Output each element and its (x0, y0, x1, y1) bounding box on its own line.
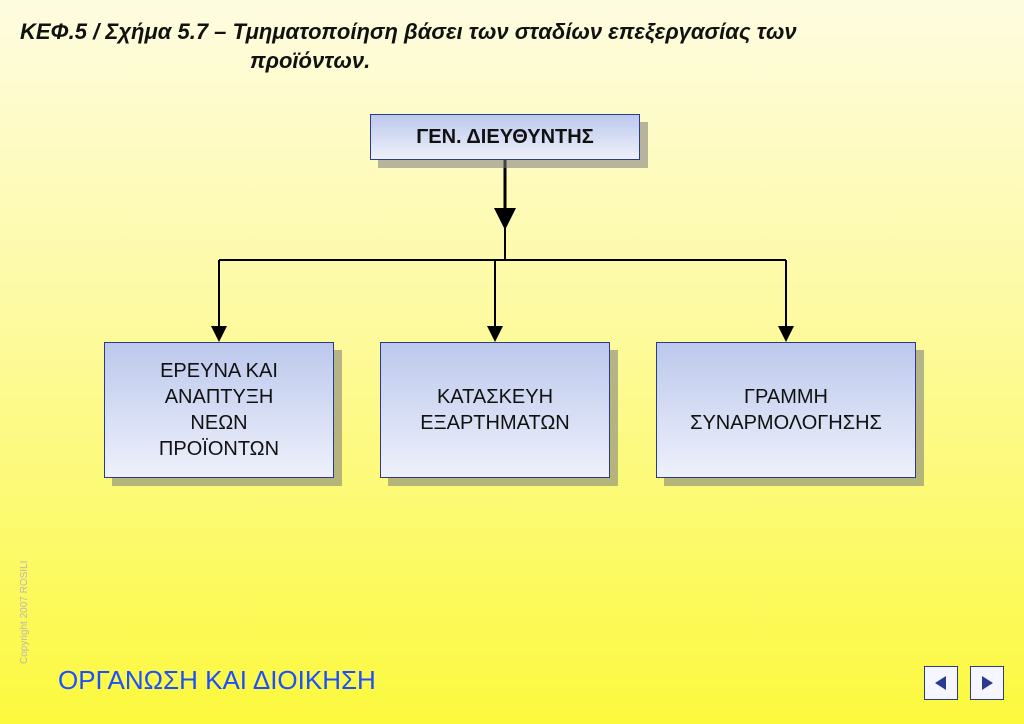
next-button[interactable] (970, 666, 1004, 700)
child-box-1: ΕΡΕΥΝΑ ΚΑΙ ΑΝΑΠΤΥΞΗ ΝΕΩΝ ΠΡΟΪΟΝΤΩΝ (104, 342, 334, 478)
child-box-3: ΓΡΑΜΜΗ ΣΥΝΑΡΜΟΛΟΓΗΣΗΣ (656, 342, 916, 478)
title-line1: ΚΕΦ.5 / Σχήμα 5.7 – Τμηματοποίηση βάσει … (20, 19, 797, 44)
prev-arrow-icon (932, 674, 950, 692)
slide-title: ΚΕΦ.5 / Σχήμα 5.7 – Τμηματοποίηση βάσει … (20, 18, 800, 75)
slide: ΚΕΦ.5 / Σχήμα 5.7 – Τμηματοποίηση βάσει … (0, 0, 1024, 724)
nav-controls (924, 666, 1004, 700)
footer-title: ΟΡΓΑΝΩΣΗ ΚΑΙ ΔΙΟΙΚΗΣΗ (58, 665, 376, 696)
prev-button[interactable] (924, 666, 958, 700)
title-line2: προϊόντων. (20, 47, 800, 76)
root-box: ΓΕΝ. ΔΙΕΥΘΥΝΤΗΣ (370, 114, 640, 160)
root-box-label: ΓΕΝ. ΔΙΕΥΘΥΝΤΗΣ (416, 124, 593, 150)
next-arrow-icon (978, 674, 996, 692)
child-box-2: ΚΑΤΑΣΚΕΥΗ ΕΞΑΡΤΗΜΑΤΩΝ (380, 342, 610, 478)
child-box-2-label: ΚΑΤΑΣΚΕΥΗ ΕΞΑΡΤΗΜΑΤΩΝ (420, 384, 569, 436)
copyright-text: Copyright 2007 ROSILI (19, 561, 30, 664)
child-box-1-label: ΕΡΕΥΝΑ ΚΑΙ ΑΝΑΠΤΥΞΗ ΝΕΩΝ ΠΡΟΪΟΝΤΩΝ (159, 358, 279, 462)
child-box-3-label: ΓΡΑΜΜΗ ΣΥΝΑΡΜΟΛΟΓΗΣΗΣ (690, 384, 882, 436)
